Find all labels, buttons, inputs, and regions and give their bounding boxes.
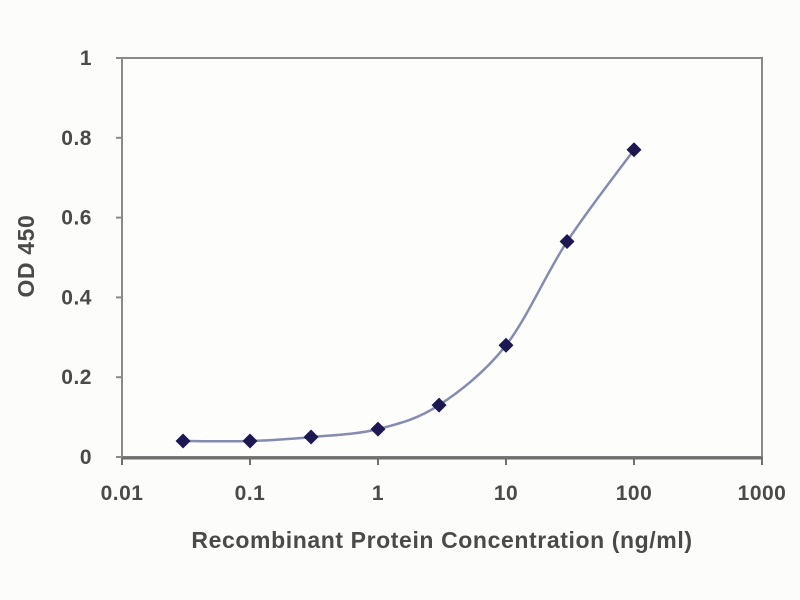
x-tick-label-10: 10 [494, 482, 518, 505]
x-tick-label-0.01: 0.01 [101, 482, 144, 505]
y-tick-labels: 0 0.2 0.4 0.6 0.8 1 [61, 47, 92, 469]
x-tick-labels: 0.01 0.1 1 10 100 1000 [101, 482, 787, 505]
data-point-0.03 [175, 433, 191, 449]
y-tick-label-0.4: 0.4 [61, 286, 92, 309]
data-point-3 [431, 397, 447, 413]
x-tick-label-1: 1 [372, 482, 384, 505]
data-point-0.1 [242, 433, 258, 449]
data-point-0.3 [303, 429, 319, 445]
y-tick-label-0.6: 0.6 [61, 207, 92, 230]
plot-area-border [121, 57, 763, 460]
y-tick-label-1: 1 [80, 47, 92, 70]
x-axis-title: Recombinant Protein Concentration (ng/ml… [191, 527, 692, 553]
data-series [175, 142, 642, 449]
data-point-100 [626, 142, 642, 158]
plot-frame [121, 57, 763, 458]
data-point-1 [370, 421, 386, 437]
axis-ticks [116, 57, 763, 465]
y-tick-label-0: 0 [80, 446, 92, 469]
y-axis-title: OD 450 [13, 215, 39, 298]
x-tick-label-1000: 1000 [738, 482, 787, 505]
data-point-10 [498, 337, 514, 353]
y-tick-label-0.8: 0.8 [61, 127, 92, 150]
y-tick-label-0.2: 0.2 [61, 366, 92, 389]
data-point-30 [559, 234, 575, 250]
x-tick-label-100: 100 [616, 482, 653, 505]
x-tick-label-0.1: 0.1 [235, 482, 266, 505]
